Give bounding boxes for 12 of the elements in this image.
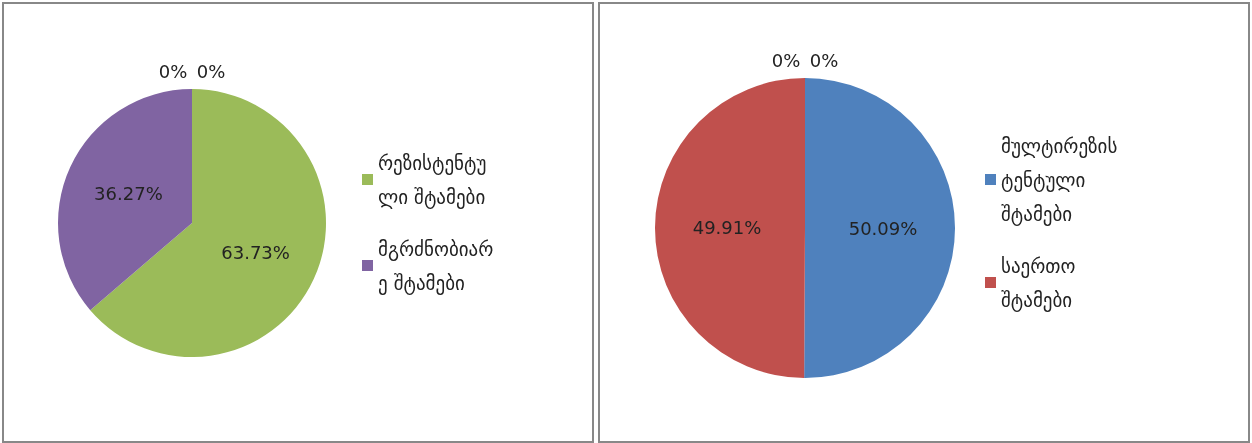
data-label: 49.91%	[692, 217, 762, 239]
text: 0%	[158, 60, 188, 82]
text: 0%	[771, 49, 801, 71]
legend-label: მულტირეზისტენტული შტამები	[1001, 134, 1118, 226]
legend-label: საერთო შტამები	[1001, 254, 1082, 312]
data-label: 50.09%	[848, 217, 918, 239]
data-label: 63.73%	[221, 241, 290, 263]
legend-label: მგრძნობიარე შტამები	[378, 237, 494, 295]
text: 0%	[809, 49, 839, 71]
text: 0%	[196, 60, 226, 82]
data-label: 36.27%	[94, 183, 163, 205]
legend-label: რეზისტენტული შტამები	[378, 151, 487, 209]
